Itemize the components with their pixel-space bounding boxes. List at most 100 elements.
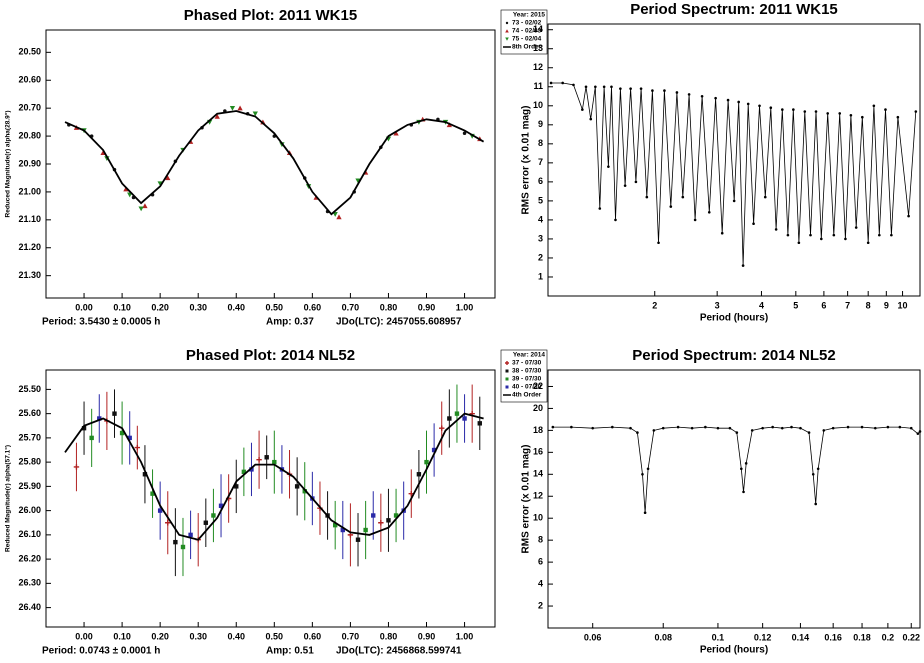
footer-text: Period: 0.0743 ± 0.0001 h [42, 646, 160, 657]
x-tick-label: 0.90 [418, 631, 436, 641]
point [826, 112, 829, 115]
point [218, 503, 224, 508]
point [629, 426, 632, 430]
point [551, 425, 555, 429]
point [693, 218, 697, 222]
point [234, 484, 239, 489]
point [750, 429, 754, 432]
point [211, 513, 216, 518]
footer-text: JDo(LTC): 2457055.608957 [336, 317, 462, 328]
x-tick-label: 0.10 [113, 302, 131, 312]
point [363, 527, 368, 533]
x-tick-label: 0.20 [151, 302, 169, 312]
y-tick-label: 14 [533, 469, 543, 479]
point [700, 94, 704, 98]
footer-text: Amp: 0.37 [266, 317, 314, 328]
point [188, 532, 193, 538]
x-tick-label: 4 [759, 300, 764, 310]
legend-title: Year: 2014 [513, 352, 546, 359]
x-tick-label: 0.60 [304, 302, 322, 312]
point [636, 431, 639, 434]
legend-label: 40 - 07/30 [512, 384, 542, 391]
legend-label: 75 - 02/04 [512, 36, 542, 43]
point [634, 180, 638, 184]
point [716, 426, 720, 430]
point [886, 425, 890, 429]
point [424, 459, 429, 465]
point [690, 426, 694, 430]
point [505, 369, 509, 373]
y-tick-label: 21.10 [18, 214, 41, 224]
y-tick-label: 2 [538, 252, 543, 262]
point [629, 87, 632, 90]
x-tick-label: 0.08 [654, 632, 672, 642]
point [598, 207, 602, 210]
point [439, 425, 445, 431]
point [241, 469, 247, 475]
y-tick-label: 18 [533, 425, 543, 435]
y-tick-label: 16 [533, 447, 543, 457]
point [180, 544, 186, 550]
footer-text: Amp: 0.51 [266, 646, 314, 657]
point [790, 425, 793, 429]
x-tick-label: 6 [821, 300, 826, 310]
x-tick-label: 0.22 [902, 632, 920, 642]
point [675, 91, 679, 94]
y-tick-label: 25.80 [18, 457, 41, 467]
y-tick-label: 7 [538, 157, 543, 167]
x-tick-label: 0.16 [824, 632, 842, 642]
point [780, 426, 784, 430]
point [681, 195, 685, 199]
point [611, 425, 614, 429]
point [735, 431, 739, 434]
x-tick-label: 0.30 [189, 302, 207, 312]
x-tick-label: 0.2 [882, 632, 895, 642]
point [918, 430, 922, 433]
y-tick-label: 9 [538, 119, 543, 129]
point [732, 199, 736, 203]
point [861, 115, 864, 119]
point [820, 237, 823, 241]
point [549, 81, 553, 85]
point [393, 130, 399, 136]
point [814, 110, 818, 113]
y-tick-label: 20 [533, 403, 543, 413]
point [249, 467, 254, 472]
point [657, 241, 660, 245]
y-tick-label: 21.00 [18, 186, 41, 196]
point [639, 87, 643, 90]
point [252, 111, 258, 117]
y-tick-label: 25.90 [18, 481, 41, 491]
y-tick-label: 6 [538, 557, 543, 567]
legend-label: 39 - 07/30 [512, 376, 542, 383]
point [786, 233, 790, 237]
y-tick-label: 10 [533, 100, 543, 110]
point [807, 431, 811, 434]
y-tick-label: 26.40 [18, 602, 41, 612]
y-axis-label: Reduced Magnitude(r) alpha(57.1°) [4, 445, 12, 552]
point [645, 195, 649, 199]
point [150, 491, 155, 496]
point [142, 203, 148, 209]
x-tick-label: 0.18 [853, 632, 871, 642]
point [822, 429, 826, 432]
point [884, 108, 887, 111]
point [907, 214, 910, 218]
chart-title: Phased Plot: 2011 WK15 [184, 7, 357, 24]
point [332, 212, 338, 217]
fit-curve [64, 110, 485, 216]
y-tick-label: 5 [538, 195, 543, 205]
point [589, 117, 593, 121]
point [614, 218, 617, 222]
y-axis-label: RMS error (x 0.01 mag) [521, 106, 532, 215]
point [447, 416, 452, 421]
y-tick-label: 4 [538, 578, 543, 588]
point [610, 85, 613, 89]
point [687, 93, 691, 96]
point [676, 425, 680, 429]
point [742, 490, 745, 494]
point [874, 426, 877, 430]
x-tick-label: 0.70 [342, 631, 360, 641]
point [581, 108, 584, 111]
point [809, 233, 812, 237]
